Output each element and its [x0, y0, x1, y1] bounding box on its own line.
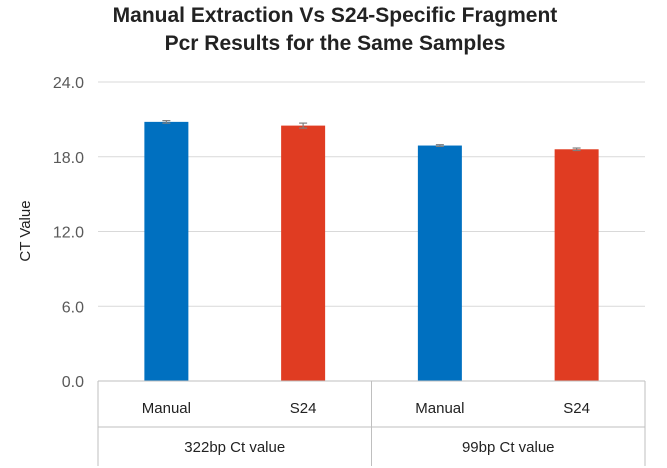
y-tick-label: 0.0 [62, 374, 84, 391]
y-tick-label: 12.0 [53, 225, 84, 242]
bar [554, 149, 599, 381]
gridlines [98, 81, 645, 307]
x-group-label: 99bp Ct value [462, 439, 555, 456]
y-tick-label: 6.0 [62, 299, 84, 316]
bar [144, 121, 189, 381]
chart-title-line-2: Pcr Results for the Same Samples [165, 32, 506, 55]
bar [281, 125, 326, 382]
y-tick-label: 24.0 [53, 75, 84, 92]
x-category-label: S24 [290, 400, 317, 417]
x-category-label: Manual [415, 400, 464, 417]
bars [144, 120, 599, 382]
x-axis: Manual S24 Manual S24 322bp Ct value 99bp Ct … [97, 380, 646, 466]
y-axis-label: CT Value [17, 200, 34, 261]
x-group-label: 322bp Ct value [184, 439, 285, 456]
chart-title-line-1: Manual Extraction Vs S24-Specific Fragme… [113, 4, 558, 27]
y-tick-label: 18.0 [53, 150, 84, 167]
x-category-label: Manual [142, 400, 191, 417]
y-axis-ticks: 0.0 6.0 12.0 18.0 24.0 [53, 75, 84, 391]
bar [417, 145, 462, 381]
x-category-label: S24 [563, 400, 590, 417]
